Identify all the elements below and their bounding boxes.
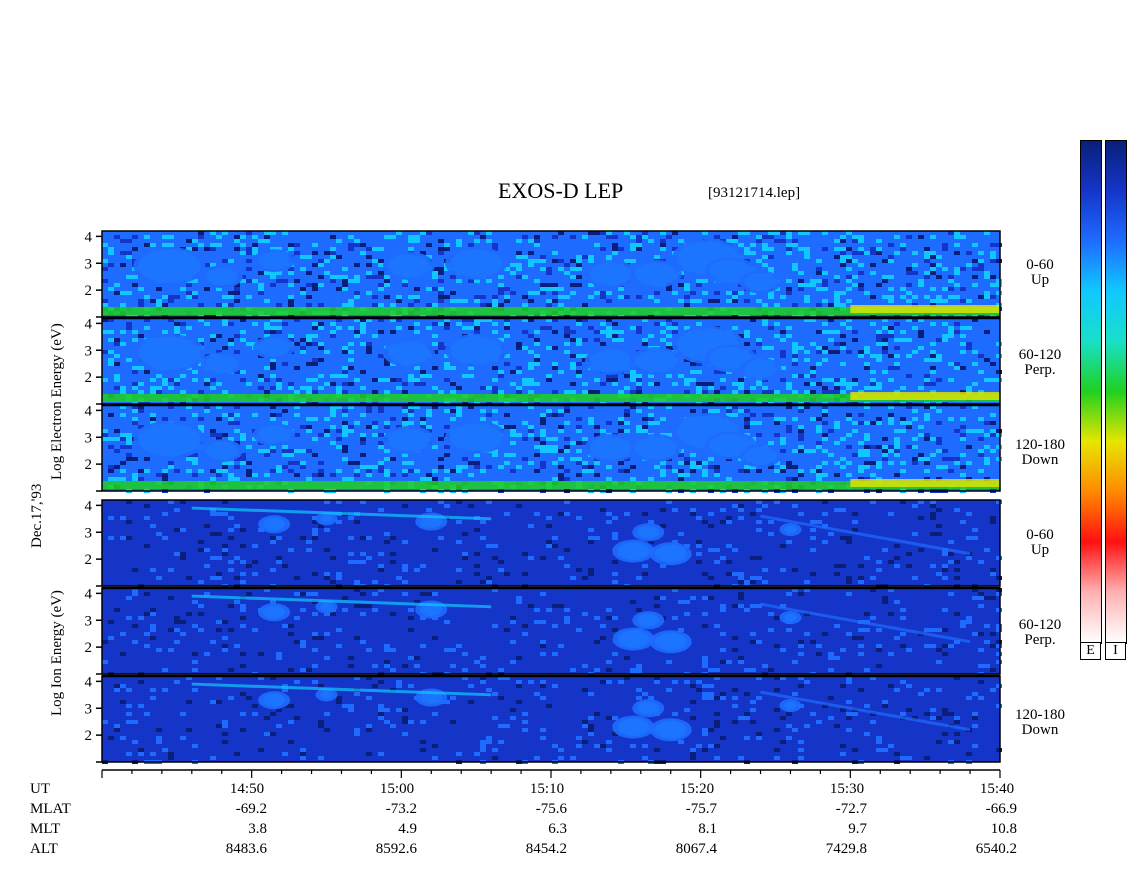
y-tick-label: 2 [85, 370, 93, 386]
low-energy-band [102, 394, 1000, 402]
ion-colorbar [1105, 140, 1127, 644]
alt-value: 6540.2 [975, 841, 1017, 857]
mlat-value: -66.9 [985, 801, 1017, 817]
mlt-value: 6.3 [548, 821, 567, 837]
ion-streak [191, 594, 492, 609]
mlt-value: 3.8 [248, 821, 267, 837]
ut-tick: 15:00 [379, 781, 415, 797]
ion-streak [191, 682, 492, 697]
low-energy-band [850, 479, 1000, 487]
y-tick-label: 2 [85, 552, 93, 568]
date-label: Dec.17,'93 [29, 483, 45, 548]
spectrogram-panel: 2 3 4 [85, 674, 1002, 764]
mlt-value: 4.9 [398, 821, 417, 837]
low-energy-band [850, 305, 1000, 313]
row-label-alt: ALT [30, 841, 58, 857]
y-tick-label: 4 [85, 674, 93, 690]
channel-label-ion-up: 0-60 Up [1026, 527, 1054, 558]
y-tick-label: 2 [85, 640, 93, 656]
y-tick-label: 3 [85, 525, 93, 541]
row-label-mlt: MLT [30, 821, 61, 837]
spectrogram-panel: 2 3 4 [85, 316, 1002, 406]
spectrogram-panel: 2 3 4 [85, 403, 1002, 493]
low-energy-band [102, 307, 1000, 315]
alt-value: 8592.6 [375, 841, 417, 857]
ion-streak [760, 690, 971, 732]
y-tick-label: 4 [85, 403, 93, 419]
ion-streak [191, 506, 492, 521]
mlat-value: -69.2 [235, 801, 267, 817]
y-tick-label: 3 [85, 701, 93, 717]
ut-tick: 14:50 [229, 781, 265, 797]
mlat-value: -72.7 [835, 801, 867, 817]
channel-label-ion-perp: 60-120 Perp. [1018, 617, 1062, 648]
mlat-value: -75.6 [535, 801, 567, 817]
spectrogram-panel: 2 3 4 [85, 229, 1002, 319]
channel-label-ion-down: 120-180 Down [1015, 707, 1065, 738]
ion-streak [760, 514, 971, 556]
y-tick-label: 4 [85, 316, 93, 332]
ion-colorbar-gradient [1106, 141, 1126, 642]
mlat-value: -75.7 [685, 801, 717, 817]
channel-label-electron-perp: 60-120 Perp. [1018, 347, 1062, 378]
electron-colorbar [1080, 140, 1102, 644]
ion-energy-axis-label: Log Ion Energy (eV) [49, 590, 65, 716]
ut-tick: 15:40 [979, 781, 1015, 797]
ut-tick: 15:20 [679, 781, 715, 797]
alt-value: 7429.8 [825, 841, 867, 857]
y-tick-label: 3 [85, 256, 93, 272]
electron-energy-axis-label: Log Electron Energy (eV) [49, 323, 65, 480]
data-filename: [93121714.lep] [708, 185, 801, 201]
panel-background [102, 588, 1000, 674]
ion-colorbar-tag: I [1105, 642, 1126, 660]
spectrogram-panel: 2 3 4 [85, 498, 1002, 588]
panel-background [102, 676, 1000, 762]
alt-value: 8454.2 [525, 841, 567, 857]
ut-tick: 15:10 [529, 781, 565, 797]
y-tick-label: 2 [85, 457, 93, 473]
mlt-value: 9.7 [848, 821, 867, 837]
panel-frame [101, 499, 1001, 587]
figure-title: EXOS-D LEP [498, 178, 624, 203]
spectrogram-panel: 2 3 4 [85, 586, 1002, 676]
ion-streak [760, 602, 971, 644]
y-tick-label: 3 [85, 430, 93, 446]
row-label-mlat: MLAT [30, 801, 71, 817]
low-energy-band [102, 481, 1000, 489]
y-tick-label: 2 [85, 728, 93, 744]
y-tick-label: 4 [85, 586, 93, 602]
y-tick-label: 4 [85, 229, 93, 245]
row-label-ut: UT [30, 781, 50, 797]
mlt-value: 10.8 [990, 821, 1017, 837]
electron-colorbar-gradient [1081, 141, 1101, 642]
mlat-value: -73.2 [385, 801, 417, 817]
y-tick-label: 3 [85, 613, 93, 629]
mlt-value: 8.1 [698, 821, 717, 837]
channel-label-electron-down: 120-180 Down [1015, 437, 1065, 468]
y-tick-label: 3 [85, 343, 93, 359]
y-tick-label: 4 [85, 498, 93, 514]
y-tick-label: 2 [85, 283, 93, 299]
low-energy-band [850, 392, 1000, 400]
alt-value: 8067.4 [675, 841, 717, 857]
alt-value: 8483.6 [225, 841, 267, 857]
channel-label-electron-up: 0-60 Up [1026, 257, 1054, 288]
electron-colorbar-tag: E [1080, 642, 1101, 660]
ut-tick: 15:30 [829, 781, 865, 797]
